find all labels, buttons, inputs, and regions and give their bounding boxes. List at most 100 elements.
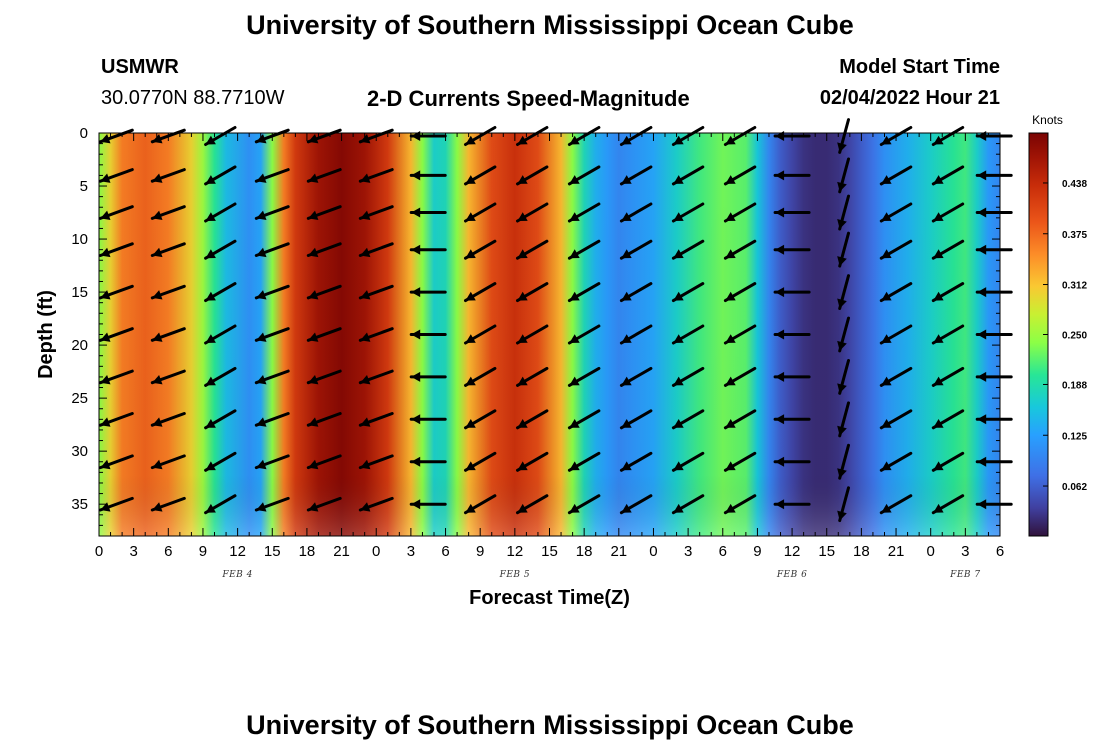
current-vector-arrow	[837, 316, 850, 353]
current-vector-arrow	[879, 165, 913, 186]
current-vector-arrow	[975, 170, 1013, 181]
x-tick-label: 6	[719, 543, 727, 560]
current-vector-arrow	[975, 371, 1013, 382]
x-tick-label: 21	[610, 543, 627, 560]
current-vector-arrow	[516, 451, 549, 472]
current-vector-arrow	[619, 451, 653, 472]
current-vector-arrow	[204, 282, 237, 303]
current-vector-arrow	[567, 165, 601, 186]
current-vector-arrow	[150, 369, 186, 385]
colorbar-tick-label: 0.250	[1062, 331, 1087, 342]
model-start-value: 02/04/2022 Hour 21	[819, 87, 1000, 109]
current-vector-arrow	[254, 454, 290, 470]
current-vector-arrow	[254, 242, 290, 258]
page-title-top: University of Southern Mississippi Ocean…	[246, 10, 854, 40]
x-tick-label: 12	[784, 543, 801, 560]
date-label: FEB 5	[499, 570, 531, 580]
x-tick-label: 6	[441, 543, 449, 560]
current-vector-arrow	[879, 239, 913, 260]
current-vector-arrow	[723, 366, 757, 387]
x-tick-label: 21	[333, 543, 350, 560]
current-vector-arrow	[671, 324, 705, 345]
current-vector-arrow	[619, 324, 653, 345]
current-vector-arrow	[879, 451, 913, 472]
current-vector-arrow	[671, 451, 705, 472]
current-vector-arrow	[773, 207, 811, 218]
current-vector-arrow	[98, 128, 134, 144]
x-tick-label: 6	[164, 543, 172, 560]
current-vector-arrow	[837, 194, 850, 231]
current-vector-arrow	[98, 412, 134, 427]
current-vector-arrow	[204, 324, 237, 345]
current-vector-arrow	[358, 327, 394, 342]
current-vector-arrow	[567, 239, 601, 260]
current-vector-arrow	[567, 324, 601, 345]
current-vector-arrow	[671, 282, 705, 303]
current-vector-arrow	[723, 324, 757, 345]
model-start-label: Model Start Time	[839, 56, 1000, 78]
current-vector-arrow	[723, 165, 757, 186]
current-vector-arrow	[619, 126, 653, 146]
x-tick-label: 0	[95, 543, 103, 560]
current-vector-arrow	[150, 327, 186, 342]
current-vector-arrow	[150, 205, 186, 220]
current-vector-arrow	[254, 205, 290, 220]
current-vector-arrow	[837, 118, 850, 154]
x-tick-label: 9	[199, 543, 207, 560]
current-vector-arrow	[358, 412, 394, 427]
current-vector-arrow	[98, 496, 134, 512]
current-vector-arrow	[464, 165, 497, 186]
current-vector-arrow	[306, 412, 342, 427]
y-tick-label: 30	[71, 443, 88, 460]
current-vector-arrow	[306, 128, 342, 144]
x-tick-label: 21	[888, 543, 905, 560]
current-vector-arrow	[204, 366, 237, 387]
x-tick-label: 3	[961, 543, 969, 560]
current-vector-arrow	[516, 126, 549, 146]
current-vector-arrow	[306, 205, 342, 220]
current-vector-arrow	[409, 170, 447, 181]
x-tick-label: 15	[541, 543, 558, 560]
current-vector-arrow	[837, 401, 850, 438]
current-vector-arrow	[837, 486, 850, 523]
current-vector-arrow	[567, 202, 601, 223]
x-axis-title: Forecast Time(Z)	[469, 587, 630, 609]
x-tick-label: 12	[229, 543, 246, 560]
current-vector-arrow	[254, 369, 290, 385]
current-vector-arrow	[150, 412, 186, 427]
current-vector-arrow	[204, 165, 237, 186]
y-tick-label: 35	[71, 496, 88, 513]
current-vectors	[98, 118, 1013, 523]
current-vector-arrow	[773, 371, 811, 382]
current-vector-arrow	[358, 284, 394, 300]
colorbar-tick-label: 0.312	[1062, 281, 1087, 292]
colorbar-tick-label: 0.438	[1062, 179, 1087, 190]
x-tick-label: 0	[372, 543, 380, 560]
current-vector-arrow	[975, 329, 1013, 340]
current-vector-arrow	[98, 284, 134, 300]
colorbar-unit: Knots	[1032, 113, 1063, 127]
current-vector-arrow	[409, 499, 447, 510]
current-vector-arrow	[306, 454, 342, 470]
current-vector-arrow	[150, 242, 186, 258]
current-vector-arrow	[516, 494, 549, 515]
current-vector-arrow	[464, 324, 497, 345]
date-label: FEB 6	[776, 570, 808, 580]
current-vector-arrow	[671, 239, 705, 260]
current-vector-arrow	[204, 239, 237, 260]
current-vector-arrow	[619, 366, 653, 387]
current-vector-arrow	[204, 202, 237, 223]
current-vector-arrow	[837, 274, 850, 310]
current-vector-arrow	[98, 369, 134, 385]
current-vector-arrow	[358, 454, 394, 470]
current-vector-arrow	[254, 168, 290, 183]
colorbar-ticks: 0.062 0.125 0.188 0.250 0.312 0.375 0.438	[1043, 179, 1087, 493]
current-vector-arrow	[723, 451, 757, 472]
current-vector-arrow	[254, 496, 290, 512]
current-vector-arrow	[409, 244, 447, 255]
current-vector-arrow	[773, 456, 811, 467]
current-vector-arrow	[975, 414, 1013, 425]
current-vector-arrow	[358, 205, 394, 220]
current-vector-arrow	[931, 239, 965, 260]
